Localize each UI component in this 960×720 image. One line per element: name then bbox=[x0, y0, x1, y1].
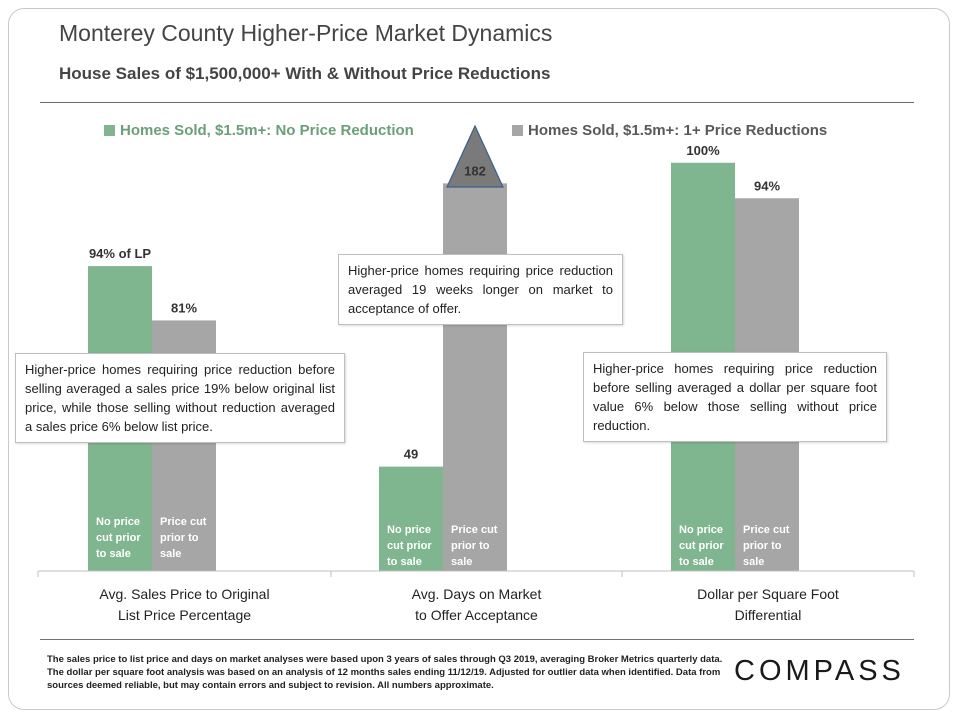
callout-sales-price: Higher-price homes requiring price reduc… bbox=[15, 353, 345, 443]
page-title: Monterey County Higher-Price Market Dyna… bbox=[59, 20, 553, 46]
legend-swatch-green bbox=[104, 125, 115, 136]
footer-divider bbox=[40, 639, 914, 640]
x-axis-ticks bbox=[37, 571, 915, 577]
page-subtitle: House Sales of $1,500,000+ With & Withou… bbox=[59, 64, 551, 83]
bar-text-with_reduction-0: Price cut prior to sale bbox=[160, 516, 207, 560]
bar-text-no_reduction-0: No price cut prior to sale bbox=[96, 516, 141, 560]
data-label-with_reduction-2: 94% bbox=[754, 178, 780, 193]
footnote: The sales price to list price and days o… bbox=[47, 654, 723, 691]
data-label-with_reduction-0: 81% bbox=[171, 300, 197, 315]
legend-label: Homes Sold, $1.5m+: No Price Reduction bbox=[120, 122, 414, 139]
category-label-0: Avg. Sales Price to Original List Price P… bbox=[99, 586, 269, 623]
up-arrow-icon bbox=[446, 124, 504, 188]
legend-no-reduction: Homes Sold, $1.5m+: No Price Reduction bbox=[104, 122, 414, 139]
data-label-no_reduction-1: 49 bbox=[404, 447, 418, 462]
chart-labels: 94% of LP No price cut prior to sale 81% Pric… bbox=[89, 143, 839, 623]
bar-text-no_reduction-1: No price cut prior to sale bbox=[387, 524, 432, 568]
bar-no_reduction-1 bbox=[379, 466, 443, 571]
data-label-no_reduction-0: 94% of LP bbox=[89, 246, 151, 261]
category-label-2: Dollar per Square Foot Differential bbox=[697, 586, 839, 623]
compass-logo: COMPASS bbox=[734, 655, 905, 687]
bar-text-no_reduction-2: No price cut prior to sale bbox=[679, 524, 724, 568]
legend-with-reduction: Homes Sold, $1.5m+: 1+ Price Reductions bbox=[512, 122, 827, 139]
data-label-no_reduction-2: 100% bbox=[686, 143, 720, 158]
category-label-1: Avg. Days on Market to Offer Acceptance bbox=[412, 586, 542, 623]
callout-price-per-sqft: Higher-price homes requiring price reduc… bbox=[583, 352, 887, 442]
bar-text-with_reduction-1: Price cut prior to sale bbox=[451, 524, 498, 568]
bar-with_reduction-1 bbox=[443, 183, 507, 571]
bar-text-with_reduction-2: Price cut prior to sale bbox=[743, 524, 790, 568]
legend-swatch-gray bbox=[512, 125, 523, 136]
header-divider bbox=[40, 102, 914, 103]
data-label-with_reduction-1: 182 bbox=[464, 163, 486, 178]
callout-days-on-market: Higher-price homes requiring price reduc… bbox=[338, 254, 623, 325]
slide-frame bbox=[8, 8, 950, 710]
legend-label: Homes Sold, $1.5m+: 1+ Price Reductions bbox=[528, 122, 828, 139]
